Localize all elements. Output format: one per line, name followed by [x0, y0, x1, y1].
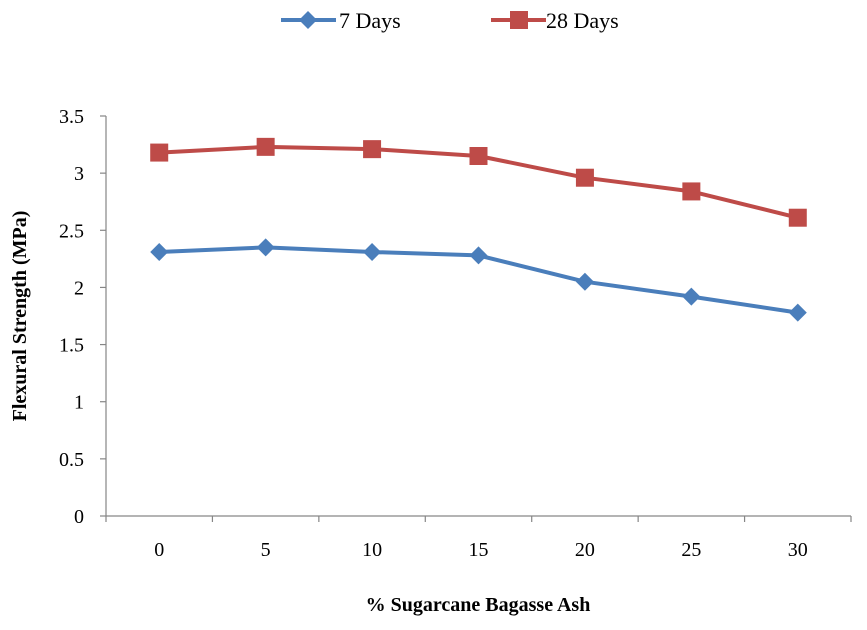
plot-area: 0 0.5 1 1.5 2 2.5 3 3.5 0 5 10 15 20 25 30 — [59, 106, 852, 561]
data-point-28-days — [150, 143, 169, 162]
legend-marker-28-days — [510, 11, 528, 29]
y-tick-label: 3.5 — [59, 106, 84, 128]
x-tick-label: 0 — [154, 539, 164, 561]
x-tick-label: 20 — [575, 539, 595, 561]
data-point-7-days — [363, 243, 382, 261]
x-tick-label: 10 — [362, 539, 382, 561]
data-point-28-days — [256, 137, 275, 156]
x-axis-title: % Sugarcane Bagasse Ash — [366, 594, 591, 616]
y-tick-label: 1 — [74, 392, 84, 414]
y-tick-label: 1.5 — [59, 335, 84, 357]
x-axis-ticks: 0 5 10 15 20 25 30 — [105, 516, 852, 561]
legend: 7 Days 28 Days — [281, 8, 619, 33]
y-tick-label: 0 — [74, 506, 84, 528]
series-layer — [150, 137, 807, 322]
legend-item-28-days: 28 Days — [491, 8, 619, 33]
legend-label-28-days: 28 Days — [546, 8, 619, 33]
data-point-7-days — [469, 246, 488, 265]
y-axis-ticks: 0 0.5 1 1.5 2 2.5 3 3.5 — [59, 106, 106, 528]
data-point-28-days — [682, 182, 701, 201]
data-point-28-days — [788, 208, 807, 227]
x-tick-label: 5 — [261, 539, 271, 561]
legend-label-7-days: 7 Days — [339, 8, 401, 33]
y-tick-label: 3 — [74, 163, 84, 185]
legend-item-7-days: 7 Days — [281, 8, 401, 33]
y-tick-label: 2 — [74, 277, 84, 299]
y-tick-label: 0.5 — [59, 449, 84, 471]
x-tick-label: 15 — [469, 539, 489, 561]
legend-marker-7-days — [299, 11, 317, 29]
data-point-7-days — [256, 238, 275, 257]
series-28-days — [150, 137, 807, 227]
x-tick-label: 30 — [788, 539, 808, 561]
y-axis-title: Flexural Strength (MPa) — [9, 211, 31, 422]
data-point-28-days — [363, 140, 382, 159]
data-point-28-days — [469, 147, 488, 165]
data-point-7-days — [788, 303, 807, 322]
data-point-7-days — [682, 287, 701, 306]
data-point-7-days — [150, 243, 169, 261]
y-tick-label: 2.5 — [59, 220, 84, 242]
data-point-28-days — [575, 168, 594, 187]
series-7-days — [150, 238, 807, 322]
data-point-7-days — [575, 272, 594, 291]
x-tick-label: 25 — [681, 539, 701, 561]
